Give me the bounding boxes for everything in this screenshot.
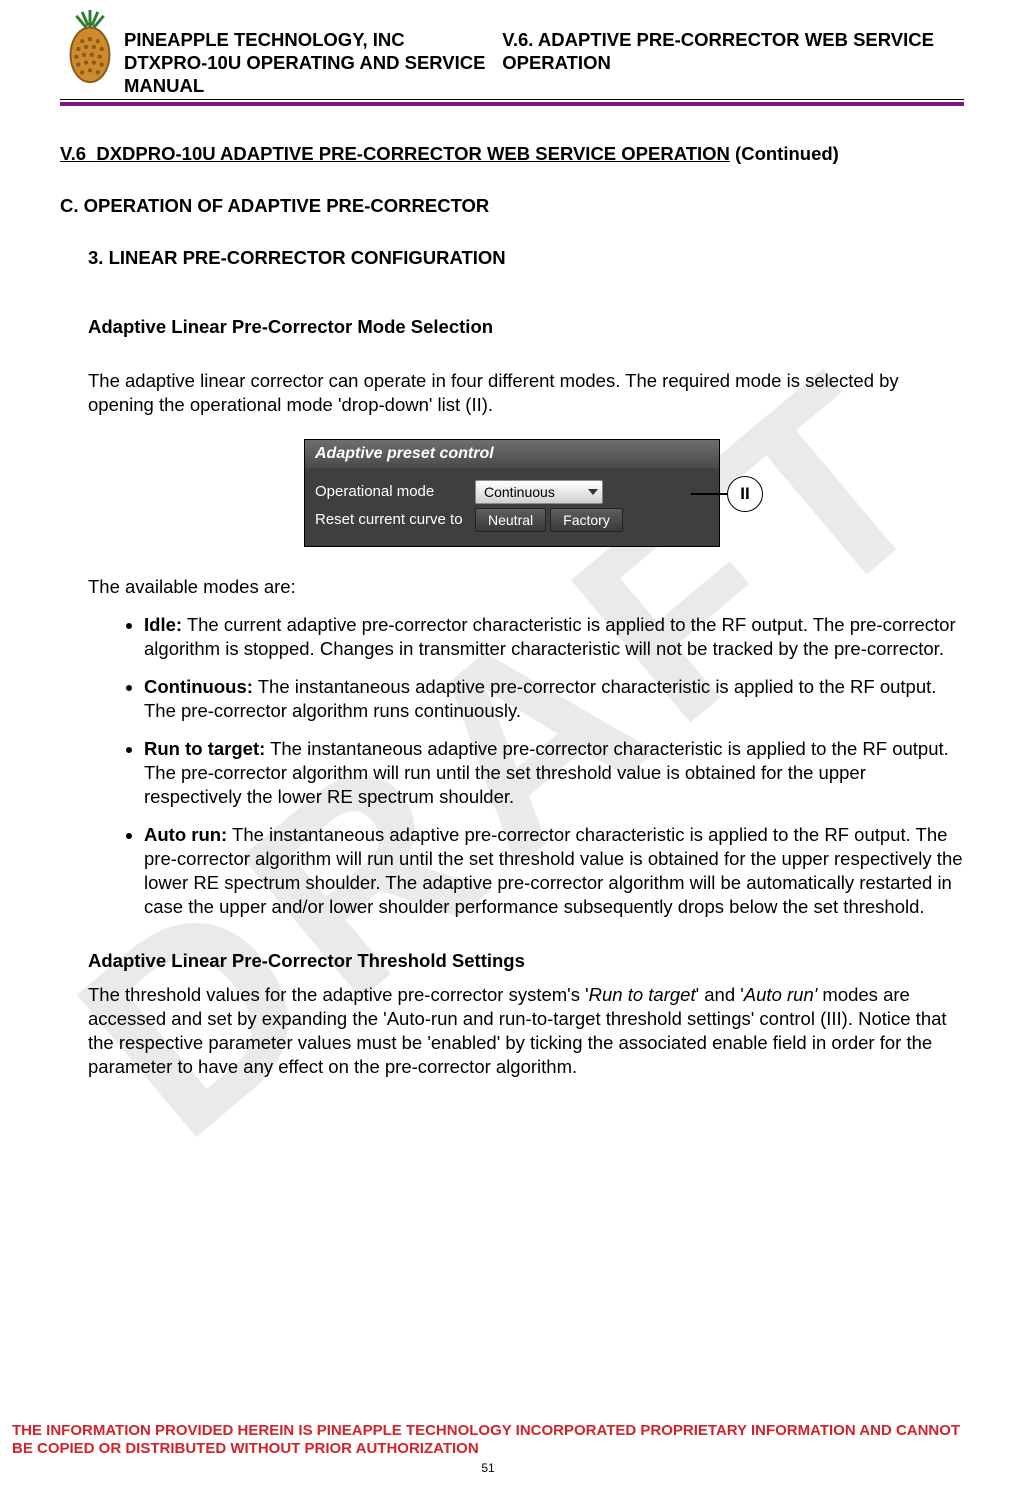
- page-number: 51: [12, 1461, 964, 1475]
- header-rule-thick: [60, 102, 964, 106]
- header-company: PINEAPPLE TECHNOLOGY, INC: [124, 28, 502, 51]
- modes-list: Idle: The current adaptive pre-corrector…: [88, 613, 964, 920]
- callout-ii: II: [691, 476, 763, 512]
- paragraph-intro: The adaptive linear corrector can operat…: [88, 369, 964, 417]
- heading-mode-selection: Adaptive Linear Pre-Corrector Mode Selec…: [88, 315, 964, 339]
- adaptive-preset-screenshot: Adaptive preset control Operational mode…: [304, 439, 720, 547]
- page-footer: THE INFORMATION PROVIDED HEREIN IS PINEA…: [12, 1422, 964, 1476]
- heading-threshold-settings: Adaptive Linear Pre-Corrector Threshold …: [88, 949, 964, 973]
- header-rule-thin: [60, 99, 964, 100]
- pineapple-logo-icon: [60, 8, 120, 86]
- chevron-down-icon: [588, 489, 598, 495]
- page-header: PINEAPPLE TECHNOLOGY, INC DTXPRO-10U OPE…: [60, 28, 964, 97]
- subsection-c: C. OPERATION OF ADAPTIVE PRE-CORRECTOR: [60, 194, 964, 218]
- screenshot-title: Adaptive preset control: [305, 440, 719, 468]
- paragraph-threshold: The threshold values for the adaptive pr…: [88, 983, 964, 1079]
- section-title: V.6 DXDPRO-10U ADAPTIVE PRE-CORRECTOR WE…: [60, 142, 964, 166]
- factory-button[interactable]: Factory: [550, 508, 623, 532]
- reset-curve-label: Reset current curve to: [315, 511, 475, 528]
- mode-continuous: Continuous: The instantaneous adaptive p…: [144, 675, 964, 723]
- header-section-ref: V.6. ADAPTIVE PRE-CORRECTOR WEB SERVICE …: [502, 28, 964, 97]
- subsection-3: 3. LINEAR PRE-CORRECTOR CONFIGURATION: [88, 246, 964, 270]
- operational-mode-dropdown[interactable]: Continuous: [475, 480, 603, 504]
- operational-mode-label: Operational mode: [315, 483, 475, 500]
- header-manual: DTXPRO-10U OPERATING AND SERVICE MANUAL: [124, 51, 502, 97]
- paragraph-available-modes: The available modes are:: [88, 575, 964, 599]
- operational-mode-value: Continuous: [484, 484, 555, 500]
- mode-idle: Idle: The current adaptive pre-corrector…: [144, 613, 964, 661]
- neutral-button[interactable]: Neutral: [475, 508, 546, 532]
- mode-auto-run: Auto run: The instantaneous adaptive pre…: [144, 823, 964, 919]
- footer-proprietary-text: THE INFORMATION PROVIDED HEREIN IS PINEA…: [12, 1422, 964, 1460]
- mode-run-to-target: Run to target: The instantaneous adaptiv…: [144, 737, 964, 809]
- callout-ii-label: II: [727, 476, 763, 512]
